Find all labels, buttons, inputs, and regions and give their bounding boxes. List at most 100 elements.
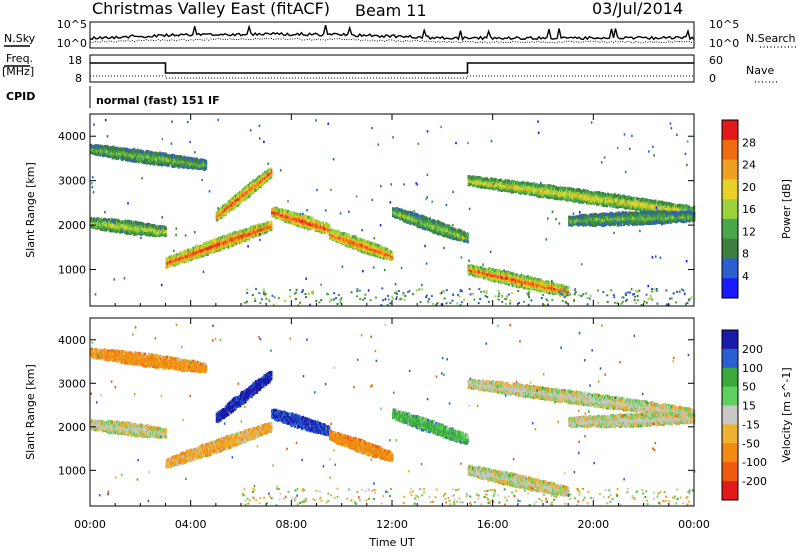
echo-cell [222,204,225,208]
echo-cell [175,255,178,260]
echo-cell [206,252,209,256]
echo-cell [102,153,105,157]
echo-cell [428,217,432,221]
echo-cell [395,206,398,211]
echo-cell [466,240,469,244]
echo-cell [161,162,164,166]
echo-cell [157,231,160,235]
echo-cell [112,145,115,149]
echo-cell [328,224,331,228]
freq-label-2: [MHz] [2,65,34,78]
echo-cell [216,240,219,244]
echo-cell [510,281,513,285]
echo-cell [124,229,127,233]
power-echo-cells [90,143,696,298]
echo-cell [161,225,165,229]
echo-cell [356,237,360,241]
echo-cell [148,223,151,227]
cpid-text: normal (fast) 151 IF [96,94,220,107]
echo-cell [338,236,341,240]
echo-cell [311,216,315,221]
echo-cell [470,264,473,268]
figure-title: Christmas Valley East (fitACF) [92,0,330,18]
echo-cell [303,214,306,218]
echo-cell [221,206,224,210]
echo-cell [195,157,199,161]
echo-cell [164,233,167,237]
echo-cell [567,285,570,290]
echo-cell [370,242,373,246]
echo-cell [306,221,309,226]
echo-cell [365,242,369,246]
echo-cell [286,220,289,224]
echo-cell [163,154,166,158]
echo-band-2 [165,220,273,269]
echo-cell [155,225,158,229]
nsky-label: N.Sky [4,32,36,45]
echo-cell [270,173,273,177]
echo-cell [204,159,208,163]
echo-band-5 [329,228,394,262]
echo-cell [270,223,273,227]
echo-cell [497,268,500,273]
echo-cell [448,224,451,229]
echo-cell [148,159,151,163]
echo-cell [425,219,428,223]
echo-cell [269,167,272,171]
nave-tick-top: 60 [709,54,723,67]
echo-cell [261,183,264,187]
echo-cell [252,182,255,187]
echo-cell [511,278,514,282]
echo-cell [117,219,121,223]
echo-cell [244,232,247,236]
echo-cell [466,234,469,238]
echo-cell [256,232,259,236]
echo-cell [354,235,357,239]
echo-cell [202,243,205,248]
echo-cell [99,218,103,222]
echo-cell [172,160,175,164]
echo-cell [305,217,308,221]
echo-cell [160,152,163,157]
echo-cell [292,217,295,221]
echo-cell [390,250,393,255]
echo-cell [321,230,324,234]
echo-cell [395,211,398,215]
beam-label: Beam 11 [355,1,427,20]
echo-cell [441,225,444,229]
freq-strip: Freq. [MHz] 18 8 60 0 Nave [2,52,778,85]
echo-cell [275,211,278,215]
echo-cell [356,244,360,248]
echo-cell [189,248,192,252]
echo-cell [321,223,324,227]
echo-cell [474,265,477,269]
echo-cell [434,220,437,224]
echo-cell [220,236,223,240]
echo-cell [383,246,387,250]
echo-cell [126,158,129,162]
cpid-label: CPID [6,90,35,103]
echo-cell [139,149,142,153]
echo-cell [104,219,107,224]
echo-cell [176,253,179,257]
echo-cell [335,233,338,237]
echo-cell [409,221,412,225]
echo-cell [502,270,505,274]
echo-cell [259,185,262,189]
echo-cell [264,180,267,184]
echo-cell [426,220,429,224]
echo-band-4 [271,206,331,235]
echo-cell [247,237,251,241]
echo-band-1 [90,143,208,171]
echo-cell [391,256,394,260]
echo-cell [113,218,116,222]
echo-cell [234,235,237,239]
echo-cell [419,225,423,229]
echo-cell [466,232,469,236]
echo-cell [346,233,349,237]
echo-cell [372,241,375,246]
echo-cell [195,159,198,163]
